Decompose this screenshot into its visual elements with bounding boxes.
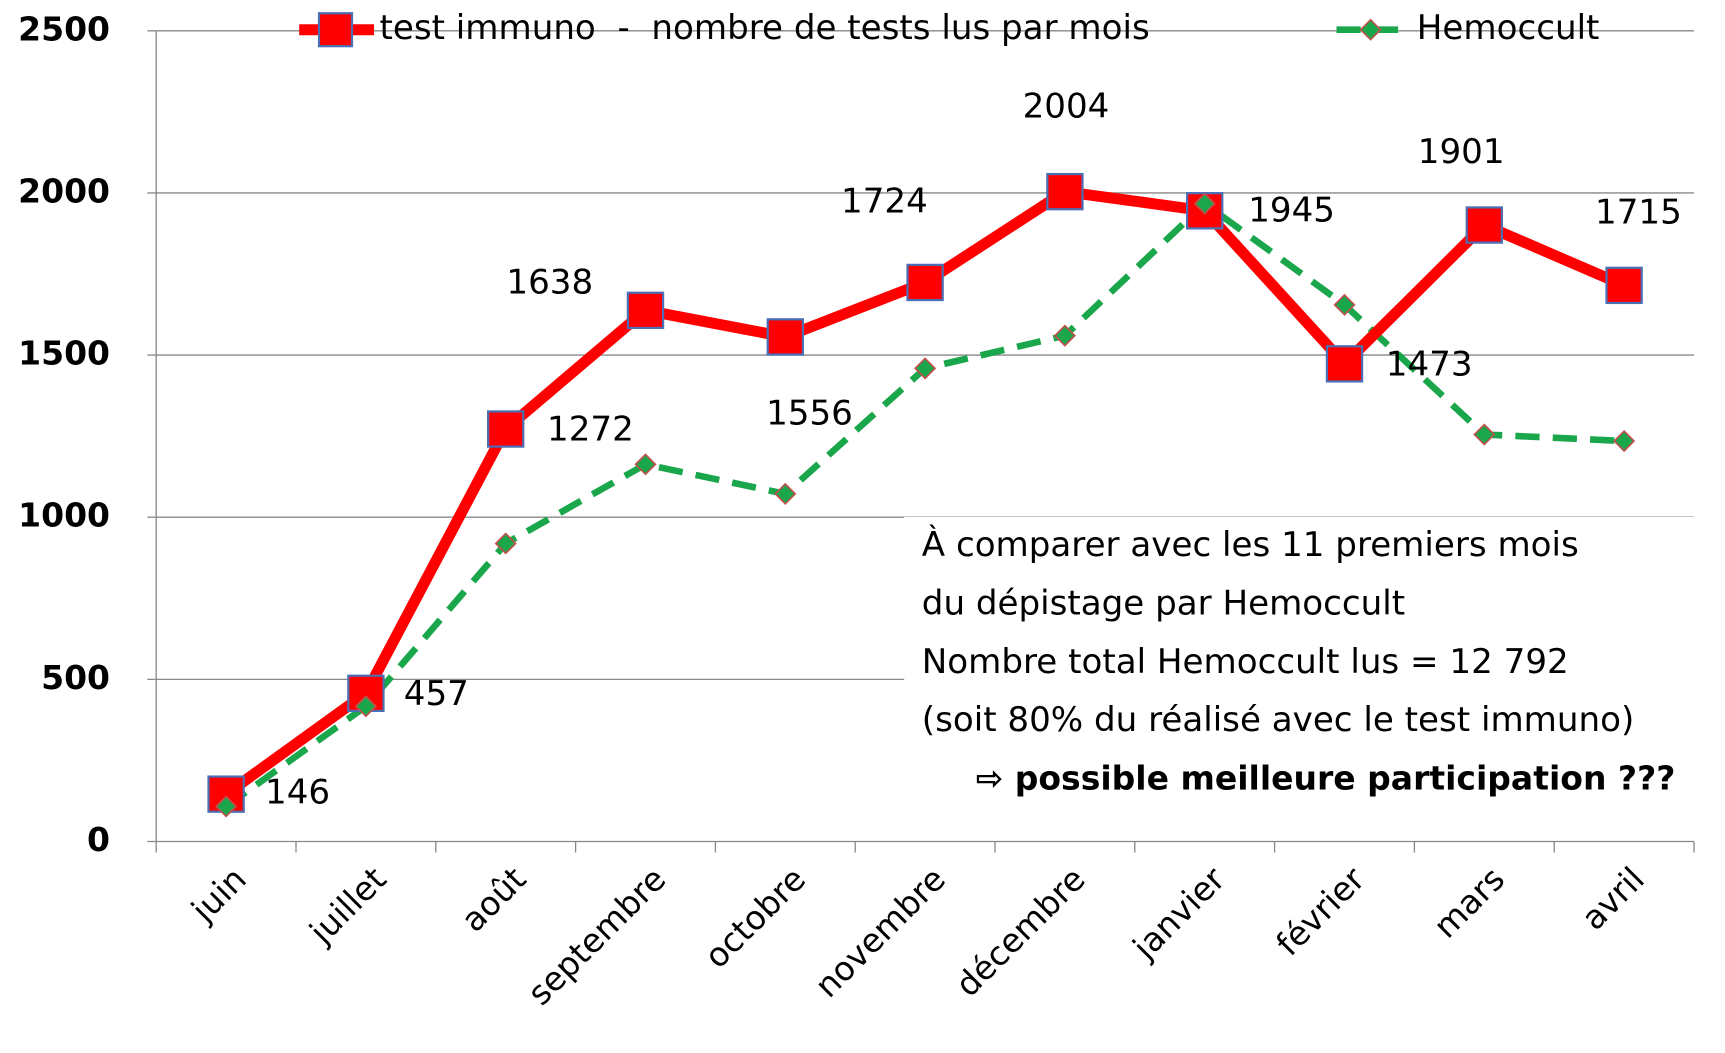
data-label: 1901 [1418,132,1505,172]
data-label: 1715 [1595,192,1682,232]
legend-marker [1359,18,1382,41]
data-label: 1473 [1386,345,1473,385]
marker-diamond [1333,293,1356,316]
y-tick-label: 2500 [18,9,110,48]
legend-marker [317,12,354,48]
annotation: Nombre total Hemoccult lus = 12 792 [922,642,1569,682]
y-tick-label: 500 [41,658,110,697]
x-tick-label: octobre [697,859,813,975]
data-label: 1945 [1248,190,1335,230]
annotation: (soit 80% du réalisé avec le test immuno… [922,700,1634,740]
data-label: 2004 [1023,87,1110,127]
marker-square [1325,345,1364,383]
data-label: 146 [265,773,330,813]
marker-diamond [354,695,377,718]
x-tick-label: décembre [948,859,1093,1004]
marker-diamond [634,453,657,476]
marker-square [906,263,944,302]
marker-square [1046,172,1084,211]
x-tick-label: novembre [807,859,953,1005]
legend-label: test immuno - nombre de tests lus par mo… [380,8,1150,48]
data-label: 1272 [547,410,634,450]
marker-square [1465,206,1504,244]
marker-diamond [1193,192,1216,215]
x-tick-label: août [453,859,533,939]
x-tick-label: juin [183,859,254,930]
x-tick-label: janvier [1124,859,1232,967]
x-tick-label: février [1268,859,1372,963]
marker-square [626,291,665,330]
marker-diamond [914,357,937,380]
x-tick-label: avril [1574,859,1652,937]
marker-diamond [774,482,797,505]
data-label: 1556 [766,394,853,434]
marker-diamond [1473,423,1496,446]
marker-square [766,318,805,356]
plot-area: 0 500 1000 1500 2000 2500 juin juillet aoûtsepte… [18,8,1697,1013]
marker-diamond [215,795,238,818]
data-label: 1724 [841,182,928,222]
annotation-bg [904,517,1697,803]
marker-diamond [1613,429,1636,453]
x-tick-label: juillet [301,859,394,952]
data-label: 1638 [506,262,593,302]
x-tick-label: mars [1426,859,1512,945]
data-label: 457 [404,674,469,714]
y-tick-label: 1500 [18,334,110,373]
x-tick-label: septembre [520,859,673,1012]
marker-square [487,410,525,448]
marker-square [1605,266,1643,305]
annotation: du dépistage par Hemoccult [922,584,1405,624]
legend-label: Hemoccult [1417,8,1600,48]
annotation: À comparer avec les 11 premiers mois [922,524,1579,565]
marker-diamond [1053,324,1076,347]
y-tick-label: 0 [87,820,110,859]
annotation-highlight: ⇨ possible meilleure participation ??? [976,758,1676,797]
y-tick-label: 1000 [18,496,110,535]
marker-diamond [494,532,517,555]
y-tick-label: 2000 [18,171,110,210]
